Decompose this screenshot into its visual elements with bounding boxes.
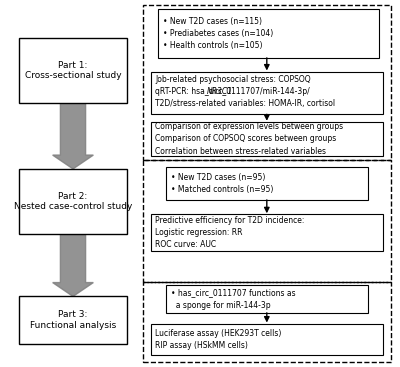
Text: Part 2:
Nested case-control study: Part 2: Nested case-control study: [14, 192, 132, 211]
FancyBboxPatch shape: [166, 286, 368, 313]
Text: qRT-PCR: hsa_circ_0111707/miR-144-3p/: qRT-PCR: hsa_circ_0111707/miR-144-3p/: [155, 87, 310, 96]
FancyBboxPatch shape: [19, 169, 127, 235]
Text: Predictive efficiency for T2D incidence:
Logistic regression: RR
ROC curve: AUC: Predictive efficiency for T2D incidence:…: [155, 216, 304, 249]
Text: Comparison of expression levels between groups
Comparison of COPSOQ scores betwe: Comparison of expression levels between …: [155, 122, 343, 156]
Text: • New T2D cases (n=95)
• Matched controls (n=95): • New T2D cases (n=95) • Matched control…: [171, 173, 273, 194]
FancyBboxPatch shape: [150, 324, 383, 355]
Text: • has_circ_0111707 functions as
  a sponge for miR-144-3p: • has_circ_0111707 functions as a sponge…: [171, 288, 295, 310]
Text: Part 3:
Functional analysis: Part 3: Functional analysis: [30, 310, 116, 330]
FancyBboxPatch shape: [150, 121, 383, 156]
FancyBboxPatch shape: [166, 167, 368, 200]
Text: Luciferase assay (HEK293T cells)
RIP assay (HSkMM cells): Luciferase assay (HEK293T cells) RIP ass…: [155, 328, 282, 350]
FancyBboxPatch shape: [19, 38, 127, 103]
FancyArrow shape: [53, 103, 93, 169]
FancyBboxPatch shape: [150, 214, 383, 251]
FancyArrow shape: [53, 235, 93, 297]
Text: NR3C1: NR3C1: [207, 87, 233, 96]
FancyBboxPatch shape: [19, 297, 127, 344]
FancyBboxPatch shape: [150, 72, 383, 114]
FancyBboxPatch shape: [158, 9, 379, 58]
Text: T2D/stress-related variables: HOMA-IR, cortisol: T2D/stress-related variables: HOMA-IR, c…: [155, 99, 335, 108]
Text: • New T2D cases (n=115)
• Prediabetes cases (n=104)
• Health controls (n=105): • New T2D cases (n=115) • Prediabetes ca…: [163, 17, 273, 50]
Text: Part 1:
Cross-sectional study: Part 1: Cross-sectional study: [25, 61, 121, 80]
Text: Job-related psychosocial stress: COPSOQ: Job-related psychosocial stress: COPSOQ: [155, 75, 311, 84]
